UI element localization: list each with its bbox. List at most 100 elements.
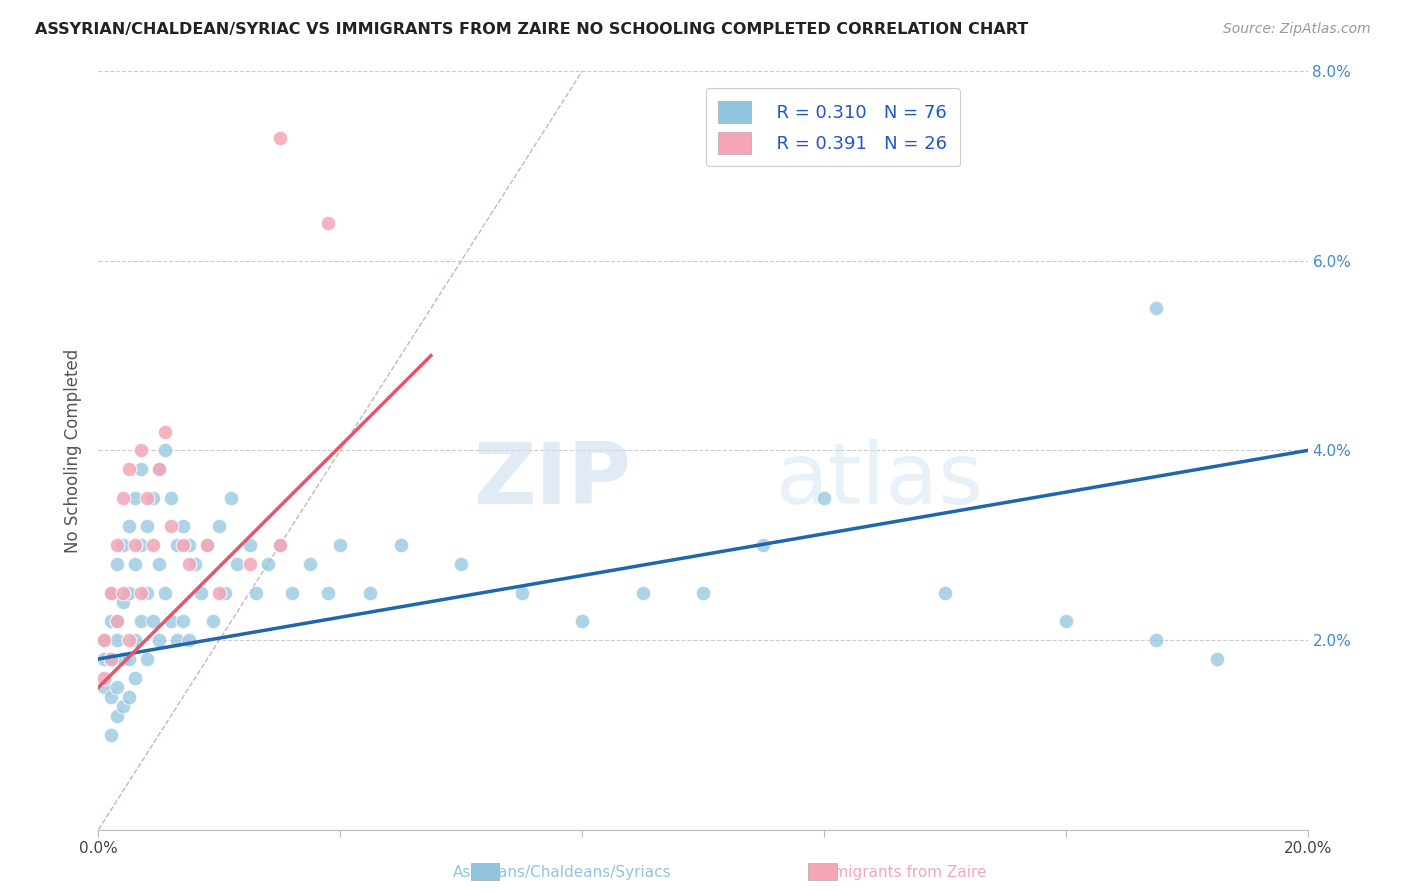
Point — [316, 216, 339, 230]
Point — [142, 491, 165, 505]
Point — [105, 614, 128, 628]
Point — [450, 557, 472, 572]
Point — [148, 462, 170, 476]
Point — [105, 614, 128, 628]
Point — [111, 652, 134, 666]
Point — [153, 585, 176, 599]
Point — [160, 519, 183, 533]
Point — [1206, 652, 1229, 666]
Point — [100, 585, 122, 599]
Point — [239, 557, 262, 572]
Point — [124, 557, 146, 572]
Point — [124, 491, 146, 505]
Point — [100, 614, 122, 628]
Point — [269, 538, 291, 552]
Point — [269, 130, 291, 145]
Point — [153, 443, 176, 458]
Point — [129, 585, 152, 599]
Point — [118, 633, 141, 648]
Point — [179, 538, 201, 552]
Point — [124, 633, 146, 648]
Point — [269, 538, 291, 552]
Point — [135, 585, 157, 599]
Point — [100, 652, 122, 666]
Point — [256, 557, 278, 572]
Point — [129, 614, 152, 628]
Point — [93, 633, 115, 648]
Point — [148, 462, 170, 476]
Point — [93, 671, 115, 685]
Y-axis label: No Schooling Completed: No Schooling Completed — [65, 349, 83, 552]
Point — [135, 519, 157, 533]
Point — [510, 585, 533, 599]
Point — [172, 614, 194, 628]
Point — [172, 538, 194, 552]
Point — [208, 585, 231, 599]
Point — [105, 557, 128, 572]
Point — [135, 652, 157, 666]
Point — [111, 699, 134, 714]
Point — [105, 633, 128, 648]
Point — [184, 557, 207, 572]
Point — [389, 538, 412, 552]
Point — [105, 708, 128, 723]
Point — [100, 585, 122, 599]
Text: ZIP: ZIP — [472, 439, 630, 523]
Point — [360, 585, 382, 599]
Point — [179, 557, 201, 572]
Point — [239, 538, 262, 552]
Text: atlas: atlas — [776, 439, 984, 523]
Point — [316, 585, 339, 599]
Point — [118, 462, 141, 476]
Point — [692, 585, 714, 599]
Text: Source: ZipAtlas.com: Source: ZipAtlas.com — [1223, 22, 1371, 37]
Point — [105, 538, 128, 552]
Text: ASSYRIAN/CHALDEAN/SYRIAC VS IMMIGRANTS FROM ZAIRE NO SCHOOLING COMPLETED CORRELA: ASSYRIAN/CHALDEAN/SYRIAC VS IMMIGRANTS F… — [35, 22, 1028, 37]
Point — [118, 519, 141, 533]
Point — [160, 614, 183, 628]
Point — [124, 538, 146, 552]
Point — [934, 585, 956, 599]
Point — [1144, 301, 1167, 316]
Point — [813, 491, 835, 505]
Point — [202, 614, 225, 628]
Point — [195, 538, 218, 552]
Point — [118, 690, 141, 704]
Point — [105, 681, 128, 695]
Point — [142, 614, 165, 628]
Point — [111, 538, 134, 552]
Legend:   R = 0.310   N = 76,   R = 0.391   N = 26: R = 0.310 N = 76, R = 0.391 N = 26 — [706, 88, 960, 166]
Text: Assyrians/Chaldeans/Syriacs: Assyrians/Chaldeans/Syriacs — [453, 865, 672, 880]
Point — [166, 633, 188, 648]
Point — [571, 614, 593, 628]
Point — [195, 538, 218, 552]
Point — [93, 652, 115, 666]
Point — [142, 538, 165, 552]
Text: Immigrants from Zaire: Immigrants from Zaire — [814, 865, 986, 880]
Point — [214, 585, 236, 599]
Point — [160, 491, 183, 505]
Point — [100, 652, 122, 666]
Point — [111, 491, 134, 505]
Point — [100, 728, 122, 742]
Point — [221, 491, 243, 505]
Point — [752, 538, 775, 552]
Point — [1054, 614, 1077, 628]
Point — [118, 585, 141, 599]
Point — [93, 633, 115, 648]
Point — [166, 538, 188, 552]
Point — [172, 519, 194, 533]
Point — [100, 690, 122, 704]
Point — [135, 491, 157, 505]
Point — [118, 652, 141, 666]
Point — [208, 519, 231, 533]
Point — [299, 557, 322, 572]
Point — [124, 671, 146, 685]
Point — [190, 585, 212, 599]
Point — [129, 538, 152, 552]
Point — [153, 425, 176, 439]
Point — [93, 681, 115, 695]
Point — [148, 633, 170, 648]
Point — [631, 585, 654, 599]
Point — [329, 538, 352, 552]
